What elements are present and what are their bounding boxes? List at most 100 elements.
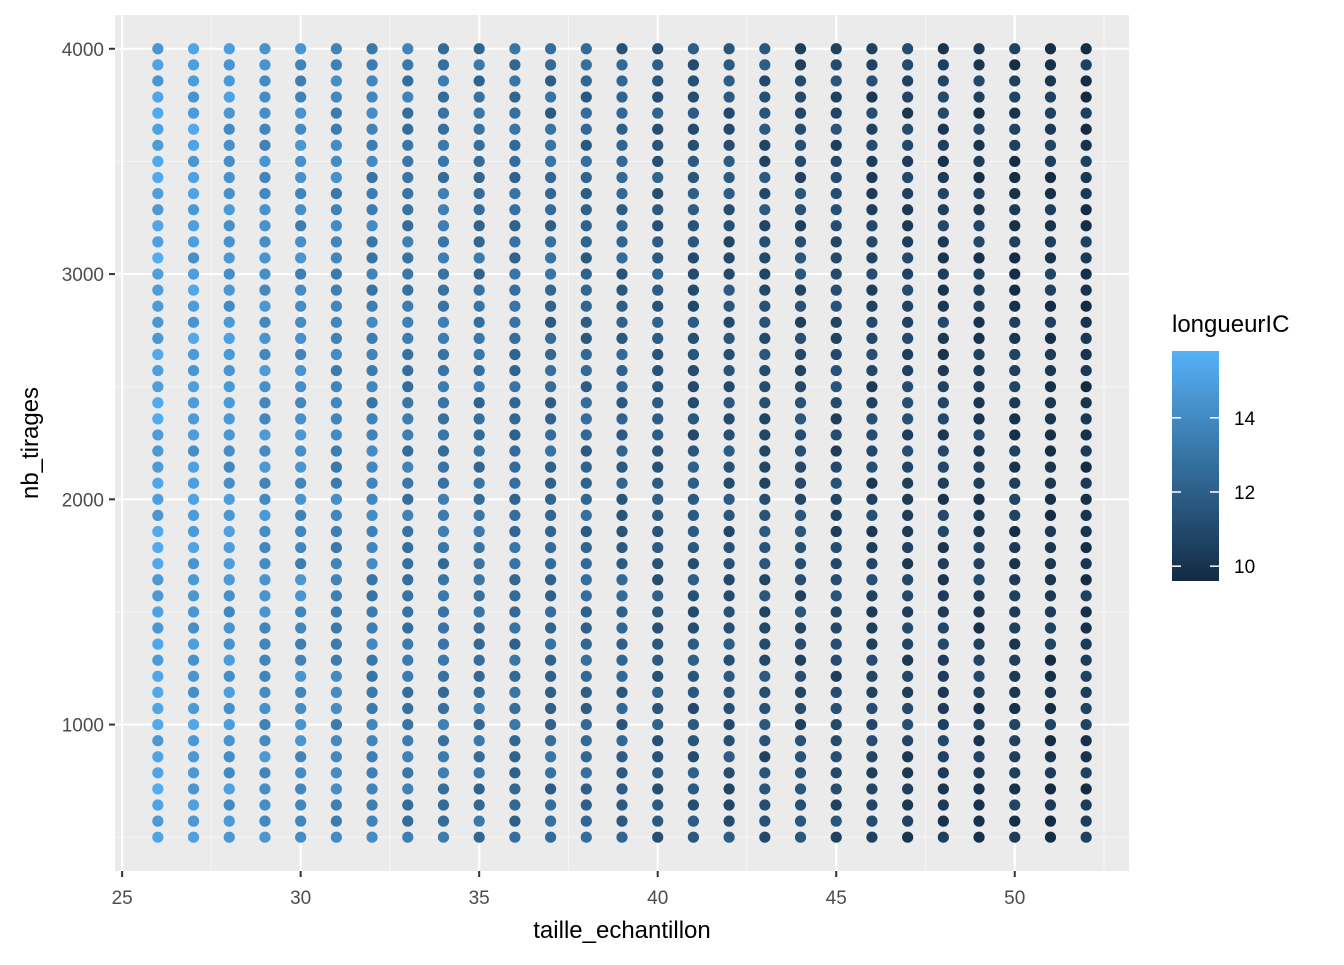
data-point <box>830 783 842 795</box>
data-point <box>616 381 628 393</box>
data-point <box>794 155 807 168</box>
data-point <box>509 91 521 103</box>
data-point <box>1080 783 1092 795</box>
data-point <box>937 767 949 779</box>
data-point <box>616 75 628 87</box>
data-point <box>152 316 164 328</box>
data-point <box>902 381 914 393</box>
data-point <box>759 397 771 409</box>
data-point <box>973 541 985 554</box>
data-point <box>794 606 807 618</box>
data-point <box>152 139 164 151</box>
data-point <box>152 75 164 87</box>
data-point <box>1044 268 1057 280</box>
data-point <box>330 461 342 473</box>
data-point <box>759 718 771 731</box>
data-point <box>1080 702 1092 715</box>
data-point <box>1044 381 1057 393</box>
data-point <box>652 767 664 779</box>
data-point <box>937 364 949 377</box>
data-point <box>759 654 771 666</box>
data-point <box>473 187 485 200</box>
data-point <box>187 445 200 457</box>
data-point <box>1080 220 1092 232</box>
data-point <box>1009 799 1021 811</box>
data-point <box>1080 799 1092 811</box>
data-point <box>187 381 200 393</box>
data-point <box>152 155 164 168</box>
data-point <box>902 525 914 538</box>
data-point <box>580 590 592 602</box>
data-point <box>687 670 700 682</box>
data-point <box>580 348 592 361</box>
data-point <box>187 204 200 216</box>
data-point <box>544 316 557 328</box>
data-point <box>580 332 592 345</box>
data-point <box>830 767 842 779</box>
data-point <box>937 155 949 168</box>
data-point <box>366 670 378 682</box>
data-point <box>1080 606 1092 618</box>
data-point <box>1044 622 1057 634</box>
data-point <box>152 381 164 393</box>
data-point <box>473 59 485 71</box>
data-point <box>759 123 771 135</box>
data-point <box>152 751 164 763</box>
data-point <box>866 300 878 312</box>
data-point <box>794 381 807 393</box>
data-point <box>973 654 985 666</box>
data-point <box>830 493 842 505</box>
data-point <box>687 91 700 103</box>
data-point <box>330 204 342 216</box>
data-point <box>652 606 664 618</box>
data-point <box>402 316 414 328</box>
data-point <box>402 815 414 827</box>
data-point <box>1080 397 1092 409</box>
data-point <box>330 187 342 200</box>
data-point <box>1044 751 1057 763</box>
data-point <box>616 316 628 328</box>
data-point <box>652 332 664 345</box>
data-point <box>223 332 235 345</box>
data-point <box>616 348 628 361</box>
data-point <box>509 155 521 168</box>
data-point <box>652 300 664 312</box>
data-point <box>366 107 378 119</box>
data-point <box>1080 59 1092 71</box>
data-point <box>1009 751 1021 763</box>
data-point <box>902 670 914 682</box>
data-point <box>866 815 878 827</box>
data-point <box>437 268 450 280</box>
data-point <box>295 43 307 55</box>
data-point <box>544 75 557 87</box>
data-point <box>759 638 771 650</box>
data-point <box>1044 606 1057 618</box>
data-point <box>687 461 700 473</box>
data-point <box>437 783 450 795</box>
data-point <box>973 316 985 328</box>
data-point <box>937 783 949 795</box>
data-point <box>223 220 235 232</box>
data-point <box>616 461 628 473</box>
data-point <box>295 268 307 280</box>
data-point <box>330 477 342 489</box>
data-point <box>1044 139 1057 151</box>
data-point <box>544 622 557 634</box>
data-point <box>616 477 628 489</box>
data-point <box>509 735 521 747</box>
data-point <box>687 702 700 715</box>
data-point <box>544 525 557 538</box>
data-point <box>259 541 271 554</box>
data-point <box>937 59 949 71</box>
data-point <box>330 139 342 151</box>
data-point <box>866 477 878 489</box>
data-point <box>473 606 485 618</box>
data-point <box>937 220 949 232</box>
data-point <box>473 204 485 216</box>
data-point <box>187 91 200 103</box>
data-point <box>937 268 949 280</box>
data-point <box>902 348 914 361</box>
data-point <box>366 831 378 843</box>
data-point <box>223 348 235 361</box>
data-point <box>259 590 271 602</box>
